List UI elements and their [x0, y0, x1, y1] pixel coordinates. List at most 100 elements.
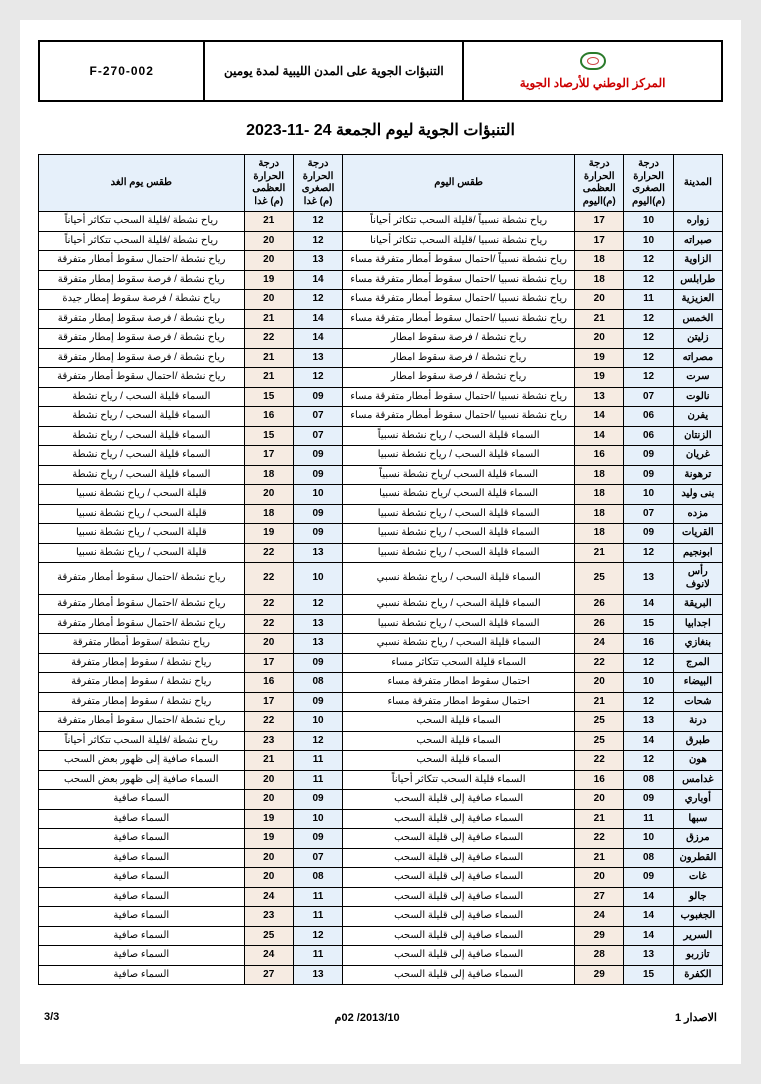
cell-min-tmrw: 12 [293, 231, 342, 251]
cell-wx-today: السماء قليلة السحب / رياح نشطة نسبيا [343, 446, 575, 466]
cell-min-tmrw: 11 [293, 946, 342, 966]
cell-wx-tmrw: السماء قليلة السحب / رياح نشطة [39, 407, 245, 427]
cell-max-tmrw: 19 [244, 829, 293, 849]
cell-min-today: 14 [624, 595, 673, 615]
cell-wx-today: السماء قليلة السحب [343, 731, 575, 751]
cell-max-tmrw: 22 [244, 614, 293, 634]
cell-min-today: 09 [624, 465, 673, 485]
table-row: يفرن0614رياح نشطة نسبيا /احتمال سقوط أمط… [39, 407, 723, 427]
cell-wx-today: السماء صافية إلى قليلة السحب [343, 790, 575, 810]
cell-min-today: 12 [624, 653, 673, 673]
cell-max-today: 18 [575, 485, 624, 505]
cell-max-tmrw: 21 [244, 348, 293, 368]
cell-max-today: 21 [575, 309, 624, 329]
cell-min-today: 12 [624, 692, 673, 712]
cell-min-today: 06 [624, 407, 673, 427]
cell-min-tmrw: 09 [293, 790, 342, 810]
cell-max-tmrw: 22 [244, 543, 293, 563]
cell-min-today: 11 [624, 809, 673, 829]
cell-city: زليتن [673, 329, 722, 349]
table-row: بنى وليد1018السماء قليلة السحب /رياح نشط… [39, 485, 723, 505]
cell-min-tmrw: 12 [293, 731, 342, 751]
cell-city: القطرون [673, 848, 722, 868]
cell-min-tmrw: 12 [293, 595, 342, 615]
cell-city: ابونجيم [673, 543, 722, 563]
cell-city: الزنتان [673, 426, 722, 446]
cell-city: البريقة [673, 595, 722, 615]
cell-wx-tmrw: رياح نشطة /قليلة السحب تتكاثر أحياناً [39, 212, 245, 232]
table-row: بنغازي1624السماء قليلة السحب / رياح نشطة… [39, 634, 723, 654]
cell-min-tmrw: 09 [293, 653, 342, 673]
cell-min-today: 14 [624, 887, 673, 907]
cell-wx-today: السماء قليلة السحب / رياح نشطة نسبي [343, 595, 575, 615]
cell-max-today: 16 [575, 770, 624, 790]
cell-wx-today: احتمال سقوط امطار متفرقة مساء [343, 673, 575, 693]
cell-wx-today: السماء قليلة السحب / رياح نشطة نسبياً [343, 426, 575, 446]
cell-city: صبراته [673, 231, 722, 251]
table-row: مرزق1022السماء صافية إلى قليلة السحب0919… [39, 829, 723, 849]
cell-min-tmrw: 12 [293, 212, 342, 232]
cell-min-tmrw: 09 [293, 692, 342, 712]
cell-max-today: 25 [575, 712, 624, 732]
cell-city: غات [673, 868, 722, 888]
table-header-row: المدينة درجة الحرارة الصغرى (م)اليوم درج… [39, 155, 723, 212]
cell-max-today: 29 [575, 926, 624, 946]
cell-max-today: 20 [575, 868, 624, 888]
cell-max-today: 21 [575, 809, 624, 829]
cell-max-today: 21 [575, 692, 624, 712]
cell-min-today: 10 [624, 485, 673, 505]
cell-city: غدامس [673, 770, 722, 790]
cell-max-today: 19 [575, 348, 624, 368]
table-row: رأس لانوف1325السماء قليلة السحب / رياح ن… [39, 563, 723, 595]
cell-max-tmrw: 22 [244, 563, 293, 595]
cell-wx-tmrw: قليلة السحب / رياح نشطة نسبيا [39, 485, 245, 505]
cell-max-tmrw: 20 [244, 251, 293, 271]
cell-wx-today: السماء قليلة السحب تتكاثر مساء [343, 653, 575, 673]
cell-min-today: 09 [624, 524, 673, 544]
cell-min-tmrw: 13 [293, 251, 342, 271]
cell-min-today: 07 [624, 504, 673, 524]
cell-min-tmrw: 10 [293, 809, 342, 829]
cell-wx-today: رياح نشطة / فرصة سقوط امطار [343, 348, 575, 368]
table-row: طرابلس1218رياح نشطة نسبيا /احتمال سقوط أ… [39, 270, 723, 290]
cell-wx-tmrw: رياح نشطة /احتمال سقوط أمطار متفرقة [39, 251, 245, 271]
cell-city: ترهونة [673, 465, 722, 485]
cell-max-today: 20 [575, 790, 624, 810]
cell-wx-tmrw: رياح نشطة / فرصة سقوط إمطار متفرقة [39, 309, 245, 329]
cell-wx-tmrw: السماء صافية [39, 907, 245, 927]
footer-issue: الاصدار 1 [675, 1011, 717, 1024]
cell-city: أوباري [673, 790, 722, 810]
cell-wx-today: رياح نشطة نسبيا /احتمال سقوط أمطار متفرق… [343, 309, 575, 329]
cell-min-today: 10 [624, 231, 673, 251]
cell-max-today: 25 [575, 731, 624, 751]
cell-wx-tmrw: قليلة السحب / رياح نشطة نسبيا [39, 524, 245, 544]
table-row: الخمس1221رياح نشطة نسبيا /احتمال سقوط أم… [39, 309, 723, 329]
cell-wx-today: السماء قليلة السحب / رياح نشطة نسبيا [343, 524, 575, 544]
table-row: شحات1221احتمال سقوط امطار متفرقة مساء091… [39, 692, 723, 712]
cell-wx-tmrw: رياح نشطة /احتمال سقوط أمطار متفرقة [39, 595, 245, 615]
cell-city: نالوت [673, 387, 722, 407]
cell-wx-tmrw: رياح نشطة / فرصة سقوط إمطار متفرقة [39, 329, 245, 349]
cell-max-today: 18 [575, 504, 624, 524]
cell-max-today: 16 [575, 446, 624, 466]
cell-wx-today: رياح نشطة نسبياً /احتمال سقوط أمطار متفر… [343, 251, 575, 271]
cell-min-tmrw: 09 [293, 465, 342, 485]
table-row: المرج1222السماء قليلة السحب تتكاثر مساء0… [39, 653, 723, 673]
cell-min-today: 12 [624, 543, 673, 563]
cell-min-today: 12 [624, 368, 673, 388]
cell-max-today: 17 [575, 212, 624, 232]
cell-max-tmrw: 21 [244, 309, 293, 329]
cell-min-tmrw: 07 [293, 426, 342, 446]
cell-city: طرابلس [673, 270, 722, 290]
table-row: القريات0918السماء قليلة السحب / رياح نشط… [39, 524, 723, 544]
table-row: أوباري0920السماء صافية إلى قليلة السحب09… [39, 790, 723, 810]
cell-city: بنى وليد [673, 485, 722, 505]
cell-max-today: 25 [575, 563, 624, 595]
table-row: جالو1427السماء صافية إلى قليلة السحب1124… [39, 887, 723, 907]
cell-max-tmrw: 22 [244, 329, 293, 349]
col-max-today: درجة الحرارة العظمى (م)اليوم [575, 155, 624, 212]
cell-min-today: 08 [624, 770, 673, 790]
cell-wx-tmrw: السماء قليلة السحب / رياح نشطة [39, 446, 245, 466]
cell-min-tmrw: 11 [293, 887, 342, 907]
cell-min-tmrw: 14 [293, 329, 342, 349]
